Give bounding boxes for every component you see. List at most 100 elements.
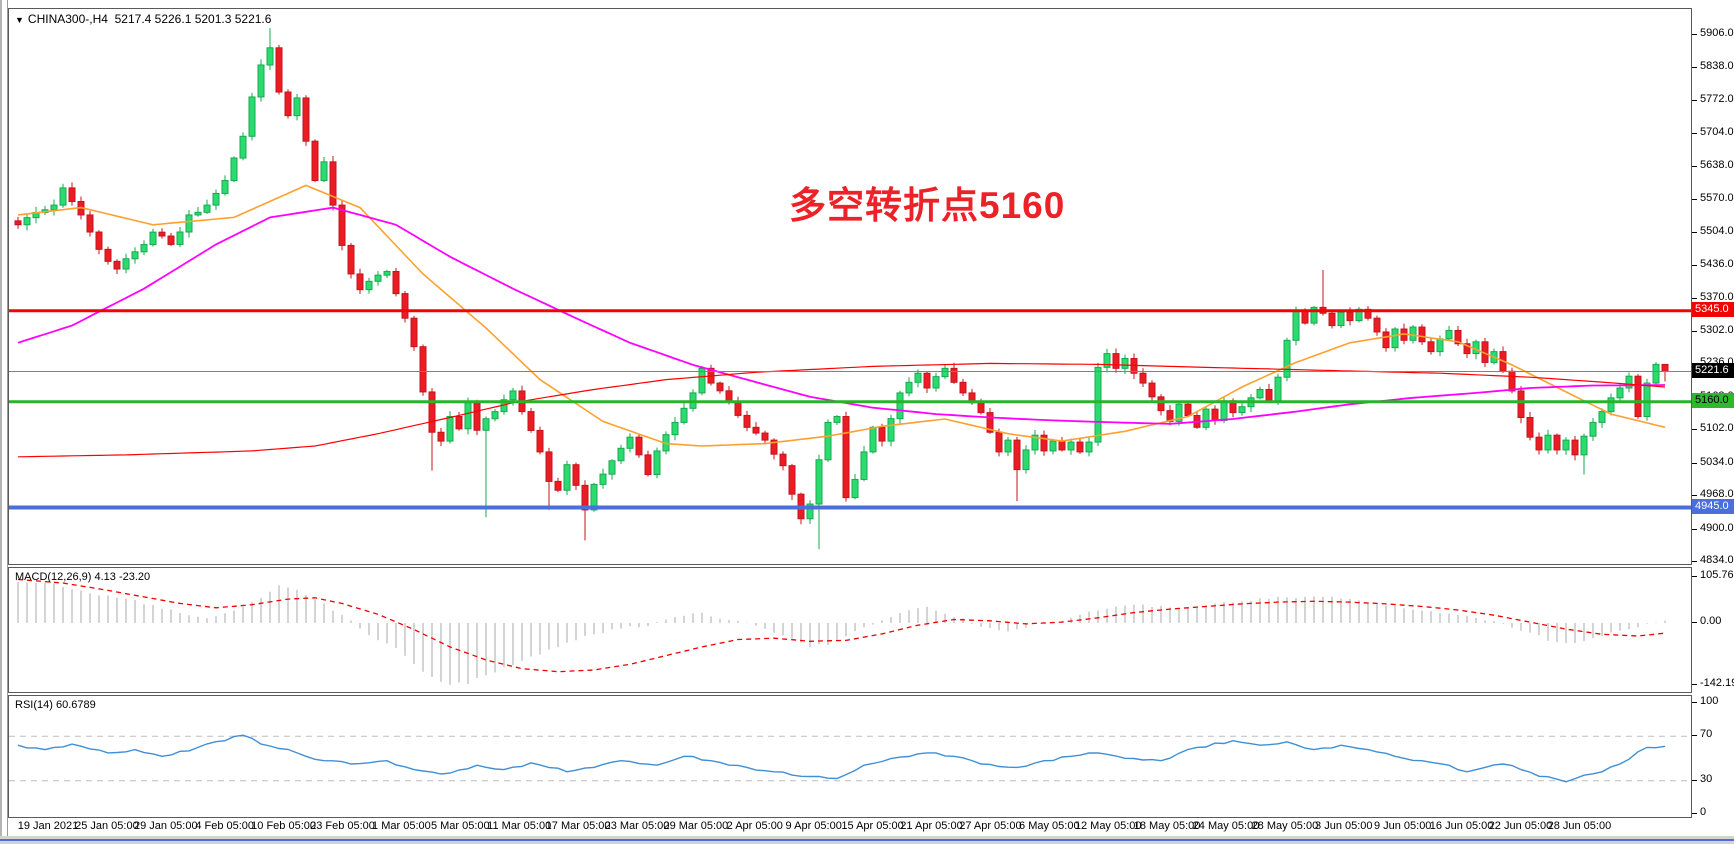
date-label: 29 Mar 05:00 [663,820,729,832]
price-tick: 4968.0 [1700,488,1734,500]
price-tick-tickmark [1692,199,1697,200]
date-label: 9 Apr 05:00 [785,820,842,832]
chart-dropdown-icon[interactable]: ▼ [15,15,24,25]
macd-tick: 105.76 [1700,569,1734,581]
price-tick: 5906.0 [1700,27,1734,39]
date-label: 2 Apr 05:00 [726,820,783,832]
rsi-tick: 0 [1700,806,1707,818]
date-label: 18 May 05:00 [1133,820,1201,832]
rsi-panel[interactable]: RSI(14) 60.6789 [8,695,1692,818]
price-tick-tickmark [1692,495,1697,496]
price-tick: 5436.0 [1700,258,1734,270]
price-tick-tickmark [1692,100,1697,101]
price-tick-tickmark [1692,265,1697,266]
date-label: 24 May 05:00 [1192,820,1260,832]
price-tick: 4900.0 [1700,522,1734,534]
price-tick: 5772.0 [1700,93,1734,105]
window-bottom-bar [0,836,1734,844]
date-label: 16 Jun 05:00 [1429,820,1494,832]
price-tick-tickmark [1692,34,1697,35]
date-label: 28 May 05:00 [1251,820,1319,832]
price-tick: 4834.0 [1700,554,1734,566]
rsi-value: 60.6789 [55,699,96,711]
rsi-tick: 30 [1700,773,1713,785]
date-label: 23 Feb 05:00 [310,820,375,832]
date-label: 17 Mar 05:00 [545,820,611,832]
macd-tick: 0.00 [1700,615,1722,627]
macd-tick-tickmark [1692,576,1697,577]
date-label: 25 Jan 05:00 [75,820,139,832]
candlestick-chart[interactable] [9,9,1691,564]
price-tick-tickmark [1692,463,1697,464]
price-tick-tickmark [1692,67,1697,68]
ma-magenta [17,206,1666,425]
price-tick: 5370.0 [1700,291,1734,303]
rsi-tick-tickmark [1692,702,1697,703]
rsi-tick: 100 [1700,695,1719,707]
price-scale[interactable]: 5906.0 5838.0 5772.0 5704.0 5638.0 5570.0 5504… [1692,0,1734,844]
date-label: 5 Mar 05:00 [430,820,490,832]
ma-orange [17,184,1666,447]
rsi-tick-tickmark [1692,813,1697,814]
rsi-tick-tickmark [1692,735,1697,736]
price-tick: 5302.0 [1700,324,1734,336]
date-label: 11 Mar 05:00 [487,820,552,832]
macd-plot [17,578,1666,685]
main-chart-panel[interactable]: ▼ CHINA300-,H4 5217.4 5226.1 5201.3 5221.… [8,8,1692,565]
macd-signal-line [17,578,1666,673]
date-label: 28 Jun 05:00 [1547,820,1612,832]
date-label: 4 Feb 05:00 [195,820,255,832]
price-tick-tickmark [1692,429,1697,430]
date-label: 6 May 05:00 [1019,820,1080,832]
window-bottom-accent [0,839,1734,841]
price-badge-5221.6: 5221.6 [1692,363,1734,378]
price-tick: 5704.0 [1700,126,1734,138]
price-tick-tickmark [1692,331,1697,332]
window-left-edge [0,0,8,844]
date-label: 9 Jun 05:00 [1373,820,1432,832]
date-label: 22 Jun 05:00 [1488,820,1553,832]
macd-label: MACD(12,26,9) 4.13 -23.20 [15,571,150,583]
date-label: 21 Apr 05:00 [900,820,963,832]
price-tick: 5570.0 [1700,192,1734,204]
symbol-name: CHINA300-,H4 [27,12,108,26]
date-label: 19 Jan 2021 [17,820,79,832]
price-badge-5345.0: 5345.0 [1692,302,1734,317]
ma-red [17,362,1666,458]
price-tick: 5638.0 [1700,159,1734,171]
price-tick-tickmark [1692,561,1697,562]
price-tick: 5102.0 [1700,422,1734,434]
price-tick: 5034.0 [1700,456,1734,468]
price-badge-5160.0: 5160.0 [1692,393,1734,408]
price-tick: 5838.0 [1700,60,1734,72]
rsi-plot [9,734,1691,783]
date-label: 15 Apr 05:00 [841,820,904,832]
rsi-tick: 70 [1700,728,1713,740]
macd-tick-tickmark [1692,684,1697,685]
macd-histogram [17,582,1666,685]
macd-values: 4.13 -23.20 [94,571,151,583]
date-label: 23 Mar 05:00 [604,820,670,832]
rsi-name: RSI(14) [15,699,53,711]
date-label: 29 Jan 05:00 [133,820,198,832]
rsi-line [17,734,1666,783]
price-tick-tickmark [1692,166,1697,167]
rsi-tick-tickmark [1692,780,1697,781]
macd-tick: -142.19 [1700,677,1734,689]
price-badge-4945.0: 4945.0 [1692,499,1734,514]
price-tick-tickmark [1692,232,1697,233]
symbol-ohlc-label[interactable]: ▼ CHINA300-,H4 5217.4 5226.1 5201.3 5221.… [15,12,271,26]
macd-panel[interactable]: MACD(12,26,9) 4.13 -23.20 [8,567,1692,693]
price-tick-tickmark [1692,133,1697,134]
date-label: 1 Mar 05:00 [372,820,431,832]
price-tick: 5504.0 [1700,225,1734,237]
date-label: 12 May 05:00 [1074,820,1142,832]
chart-text-annotation[interactable]: 多空转折点5160 [789,185,1066,226]
rsi-label: RSI(14) 60.6789 [15,699,96,711]
date-label: 27 Apr 05:00 [959,820,1022,832]
date-label: 10 Feb 05:00 [251,820,317,832]
time-scale[interactable]: 19 Jan 2021 25 Jan 05:00 29 Jan 05:00 4 Feb… [8,818,1692,835]
macd-tick-tickmark [1692,622,1697,623]
macd-name: MACD(12,26,9) [15,571,92,583]
